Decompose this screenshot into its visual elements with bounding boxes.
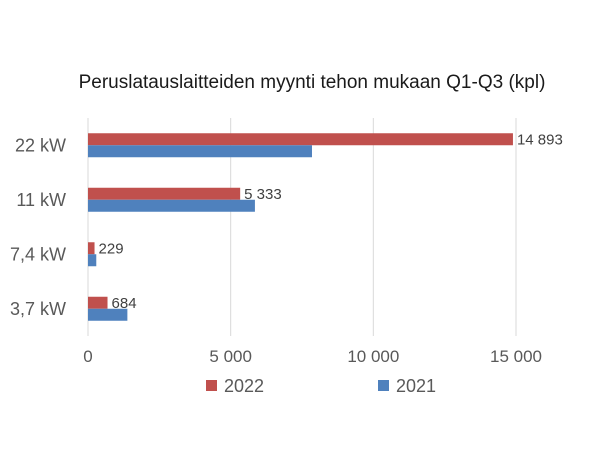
legend-label: 2021 <box>396 376 436 396</box>
legend-swatch-2021 <box>378 380 389 391</box>
bar-2021 <box>88 145 312 158</box>
data-label: 229 <box>99 240 124 257</box>
x-tick-label: 5 000 <box>209 347 252 366</box>
x-tick-label: 15 000 <box>490 347 542 366</box>
category-label: 3,7 kW <box>10 299 66 319</box>
bar-2022 <box>88 296 108 309</box>
bar-2021 <box>88 254 97 267</box>
legend-label: 2022 <box>224 376 264 396</box>
legend-swatch-2022 <box>206 380 217 391</box>
bars <box>88 133 513 321</box>
data-label: 684 <box>112 295 137 312</box>
chart-title: Peruslatauslaitteiden myynti tehon mukaa… <box>79 72 546 93</box>
bar-2022 <box>88 187 241 200</box>
bar-2022 <box>88 242 95 255</box>
x-tick-labels: 0 5 000 10 000 15 000 <box>83 347 542 366</box>
bar-2021 <box>88 308 128 321</box>
category-label: 22 kW <box>15 135 66 155</box>
x-tick-label: 10 000 <box>347 347 399 366</box>
data-label: 5 333 <box>244 186 282 203</box>
legend: 2022 2021 <box>206 376 436 396</box>
category-label: 7,4 kW <box>10 244 66 264</box>
bar-2021 <box>88 199 255 212</box>
bar-2022 <box>88 133 513 146</box>
category-labels: 22 kW 11 kW 7,4 kW 3,7 kW <box>10 135 66 319</box>
category-label: 11 kW <box>16 190 66 210</box>
x-tick-label: 0 <box>83 347 92 366</box>
data-labels: 14 893 5 333 229 684 <box>99 131 563 312</box>
data-label: 14 893 <box>517 131 563 148</box>
